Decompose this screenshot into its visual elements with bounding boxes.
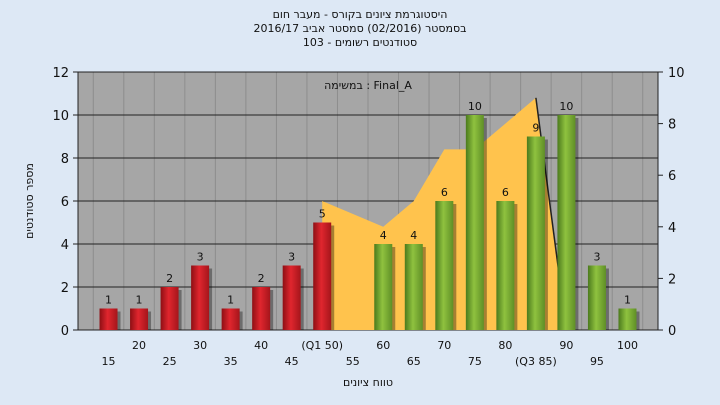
bar bbox=[557, 115, 576, 330]
bar-value-label: 1 bbox=[105, 294, 112, 307]
x-axis-tick-label: 90 bbox=[559, 339, 573, 352]
bar bbox=[496, 201, 515, 330]
y2-axis-tick-label: 10 bbox=[668, 66, 685, 81]
y2-axis-tick-label: 8 bbox=[668, 118, 676, 133]
y-axis-tick-label: 10 bbox=[52, 109, 69, 124]
bar-value-label: 2 bbox=[166, 272, 173, 285]
bar bbox=[435, 201, 454, 330]
y-axis-title: מספר סטודנטים bbox=[23, 163, 36, 239]
x-axis-tick-label: 80 bbox=[498, 339, 512, 352]
x-axis-tick-label: 35 bbox=[224, 355, 238, 368]
y-axis-tick-label: 8 bbox=[61, 152, 69, 167]
bar-value-label: 10 bbox=[559, 100, 573, 113]
bar bbox=[221, 308, 240, 330]
bar-value-label: 3 bbox=[197, 251, 204, 264]
chart-title-line-3: סטודנטים רשומים - 103 bbox=[302, 36, 418, 49]
x-axis-tick-label: 55 bbox=[346, 355, 360, 368]
bar bbox=[191, 265, 210, 330]
bar-value-label: 3 bbox=[593, 251, 600, 264]
y-axis-tick-label: 2 bbox=[61, 281, 69, 296]
bar bbox=[374, 244, 393, 330]
bar-value-label: 4 bbox=[410, 229, 417, 242]
y2-axis-tick-label: 2 bbox=[668, 272, 676, 287]
bar-value-label: 2 bbox=[258, 272, 265, 285]
x-axis-tick-label: 45 bbox=[285, 355, 299, 368]
bar bbox=[252, 287, 271, 330]
y-axis-tick-label: 4 bbox=[61, 238, 69, 253]
bar-value-label: 4 bbox=[380, 229, 387, 242]
bar bbox=[587, 265, 606, 330]
x-axis-tick-label: 20 bbox=[132, 339, 146, 352]
bar bbox=[130, 308, 149, 330]
y-axis-tick-label: 12 bbox=[52, 66, 69, 81]
bar-value-label: 6 bbox=[502, 186, 509, 199]
bar-value-label: 10 bbox=[468, 100, 482, 113]
y-axis-tick-label: 6 bbox=[61, 195, 69, 210]
chart-annotation: במשימה : Final_A bbox=[324, 79, 412, 92]
y-axis-tick-label: 0 bbox=[61, 324, 69, 339]
x-axis-tick-label: 65 bbox=[407, 355, 421, 368]
bar bbox=[99, 308, 118, 330]
bar bbox=[618, 308, 637, 330]
bar-value-label: 3 bbox=[288, 251, 295, 264]
x-axis-tick-label: 75 bbox=[468, 355, 482, 368]
bar bbox=[282, 265, 301, 330]
bar bbox=[160, 287, 179, 330]
bar-value-label: 1 bbox=[624, 294, 631, 307]
bar bbox=[404, 244, 423, 330]
bar-value-label: 5 bbox=[319, 208, 326, 221]
x-axis-tick-label: 40 bbox=[254, 339, 268, 352]
x-axis-title: טווח ציונים bbox=[343, 376, 393, 389]
bar bbox=[526, 136, 545, 330]
x-axis-tick-label: 60 bbox=[376, 339, 390, 352]
chart-title-line-1: היסטוגרמת ציונים בקורס - מעבר חום bbox=[272, 8, 448, 21]
x-axis-tick-label: 70 bbox=[437, 339, 451, 352]
chart-title-line-2: בסמסטר (02/2016) סמסטר אביב 2016/17 bbox=[253, 22, 467, 35]
bar-value-label: 9 bbox=[532, 122, 539, 135]
bar bbox=[313, 222, 332, 330]
bar bbox=[465, 115, 484, 330]
y2-axis-tick-label: 6 bbox=[668, 169, 676, 184]
x-axis-tick-label: (Q1 50) bbox=[301, 339, 343, 352]
x-axis-tick-label: 30 bbox=[193, 339, 207, 352]
bar-value-label: 6 bbox=[441, 186, 448, 199]
bar-value-label: 1 bbox=[136, 294, 143, 307]
x-axis-tick-label: 25 bbox=[163, 355, 177, 368]
x-axis-tick-label: 100 bbox=[617, 339, 638, 352]
bar-value-label: 1 bbox=[227, 294, 234, 307]
x-axis-tick-label: (Q3 85) bbox=[515, 355, 557, 368]
y2-axis-tick-label: 0 bbox=[668, 324, 676, 339]
x-axis-tick-label: 95 bbox=[590, 355, 604, 368]
x-axis-tick-label: 15 bbox=[102, 355, 116, 368]
y2-axis-tick-label: 4 bbox=[668, 221, 676, 236]
